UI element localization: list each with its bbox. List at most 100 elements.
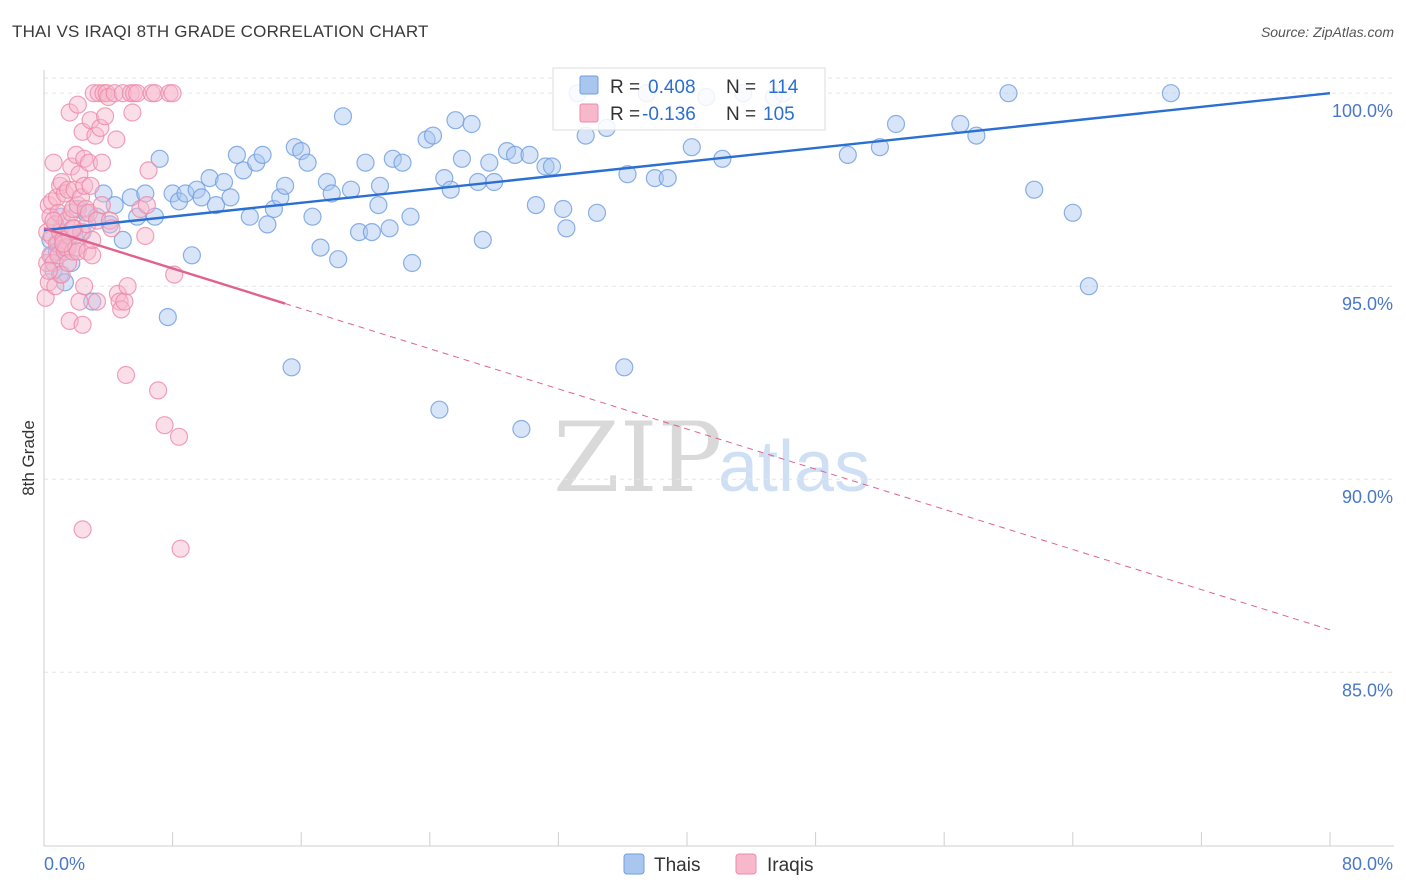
- thais-point: [158, 308, 177, 327]
- thais-point: [83, 292, 102, 311]
- x-axis-ticks: [43, 832, 1331, 846]
- thais-point: [393, 153, 412, 172]
- thais-point: [182, 246, 201, 265]
- iraqis-point: [171, 539, 190, 558]
- series-thais-points: [41, 84, 1181, 439]
- series-iraqis-points: [36, 84, 190, 558]
- thais-point: [240, 207, 259, 226]
- thais-point: [430, 400, 449, 419]
- thais-point: [329, 250, 348, 269]
- iraqis-point: [70, 292, 89, 311]
- thais-point: [452, 149, 471, 168]
- iraqis-point: [92, 196, 112, 215]
- thais-point: [333, 107, 353, 126]
- iraqis-point: [83, 246, 102, 265]
- thais-point: [1025, 180, 1044, 199]
- thais-point: [536, 157, 555, 176]
- iraqis-point: [115, 292, 134, 311]
- thais-point: [356, 153, 375, 172]
- thais-point: [276, 176, 295, 195]
- thais-point: [951, 114, 970, 134]
- iraqis-point: [91, 118, 110, 138]
- thais-point: [554, 199, 573, 219]
- thais-point: [253, 145, 272, 164]
- iraqis-point: [39, 261, 58, 280]
- bottom-legend-swatch-thais: [623, 853, 645, 875]
- iraqis-point: [81, 176, 100, 195]
- legend-swatch-iraqis: [579, 103, 599, 123]
- y-axis-title: 8th Grade: [19, 420, 38, 496]
- thais-point: [838, 145, 857, 164]
- thais-point: [618, 165, 637, 184]
- thais-point: [311, 238, 330, 257]
- watermark-atlas: atlas: [718, 427, 870, 507]
- thais-point: [526, 196, 546, 215]
- thais-point: [886, 114, 906, 134]
- thais-point: [303, 207, 322, 226]
- y-tick-label: 90.0%: [1342, 487, 1393, 507]
- iraqis-point: [44, 211, 63, 230]
- legend-r-label-iraqis: R =: [610, 104, 640, 125]
- legend-r-value-iraqis: -0.136: [642, 104, 696, 125]
- iraqis-point: [73, 315, 92, 334]
- iraqis-point: [149, 381, 168, 400]
- thais-point: [557, 219, 576, 238]
- iraqis-point: [36, 288, 55, 307]
- y-tick-labels: 100.0% 95.0% 90.0% 85.0%: [1332, 101, 1393, 700]
- thais-trend-line: [43, 91, 1331, 232]
- iraqis-point: [163, 84, 182, 103]
- iraqis-point: [136, 226, 155, 246]
- thais-point: [1079, 277, 1099, 296]
- bottom-legend-label-iraqis: Iraqis: [767, 855, 813, 876]
- legend-n-label-thais: N =: [726, 77, 756, 98]
- iraqis-point: [123, 103, 142, 122]
- thais-point: [380, 219, 399, 238]
- trend-lines: [43, 91, 1331, 631]
- thais-point: [1161, 84, 1181, 103]
- thais-point: [227, 145, 246, 164]
- thais-point: [292, 142, 311, 161]
- legend-r-value-thais: 0.408: [648, 77, 696, 98]
- iraqis-point: [128, 84, 147, 103]
- thais-point: [473, 230, 492, 249]
- iraqis-point: [116, 365, 136, 385]
- y-tick-label: 95.0%: [1342, 294, 1393, 314]
- thais-point: [999, 84, 1018, 103]
- thais-point: [113, 230, 132, 249]
- iraqis-point: [68, 242, 87, 261]
- thais-point: [206, 196, 226, 215]
- stats-legend: R = 0.408 N = 114 R = -0.136 N = 105: [552, 67, 826, 131]
- thais-point: [322, 184, 341, 203]
- thais-point: [468, 172, 488, 192]
- thais-point: [317, 172, 336, 192]
- bottom-legend-label-thais: Thais: [654, 855, 700, 876]
- thais-point: [403, 253, 422, 273]
- x-tick-label-max: 80.0%: [1342, 854, 1393, 874]
- bottom-legend-swatch-iraqis: [735, 853, 757, 875]
- thais-point: [645, 169, 665, 188]
- thais-point: [441, 180, 460, 199]
- thais-point: [370, 176, 390, 195]
- thais-point: [401, 207, 420, 226]
- y-tick-label: 100.0%: [1332, 101, 1393, 121]
- thais-point: [423, 126, 443, 145]
- thais-point: [480, 153, 499, 172]
- thais-point: [214, 172, 234, 192]
- iraqis-point: [139, 161, 158, 180]
- legend-n-value-thais: 114: [768, 77, 799, 98]
- iraqis-point: [87, 292, 107, 311]
- iraqis-point: [75, 277, 94, 296]
- thais-point: [615, 358, 634, 377]
- iraqis-point: [73, 520, 92, 539]
- thais-point: [341, 180, 361, 199]
- thais-point: [682, 138, 701, 157]
- thais-point: [587, 203, 607, 222]
- thais-point: [282, 358, 301, 377]
- y-tick-label: 85.0%: [1342, 680, 1393, 700]
- watermark: ZIP atlas: [553, 402, 870, 514]
- iraqis-point: [137, 196, 156, 215]
- iraqis-trend-line: [43, 227, 286, 305]
- thais-point: [350, 223, 369, 242]
- thais-point: [298, 153, 317, 172]
